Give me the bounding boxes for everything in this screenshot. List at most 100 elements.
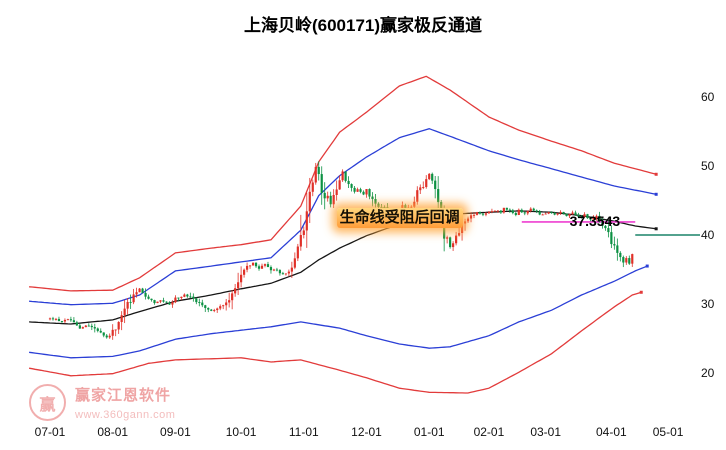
candle-body bbox=[153, 300, 156, 304]
candle-body bbox=[317, 166, 320, 175]
candle-body bbox=[186, 294, 189, 297]
candle-body bbox=[583, 214, 586, 217]
candle-body bbox=[51, 318, 55, 320]
candle-body bbox=[96, 328, 99, 331]
candle-body bbox=[240, 274, 243, 283]
candle-body bbox=[428, 173, 431, 180]
channel-endpoint-lower-inner-blue bbox=[645, 264, 649, 268]
candle-body bbox=[84, 325, 87, 328]
candle-body bbox=[81, 327, 84, 329]
candle-body bbox=[248, 265, 252, 267]
candle-body bbox=[631, 254, 634, 264]
candle-body bbox=[323, 192, 326, 199]
candle-body bbox=[493, 210, 497, 212]
candle-body bbox=[60, 321, 64, 322]
candle-body bbox=[138, 288, 141, 293]
candle-body bbox=[586, 214, 589, 219]
candle-body bbox=[48, 318, 52, 320]
candle-body bbox=[517, 209, 520, 215]
candle-body bbox=[123, 308, 126, 316]
candle-body bbox=[159, 300, 162, 302]
candle-body bbox=[419, 187, 422, 191]
candle-body bbox=[293, 258, 296, 268]
candle-body bbox=[475, 212, 479, 215]
candle-body bbox=[422, 187, 425, 188]
brand-logo-char: 赢 bbox=[39, 396, 56, 414]
candle-body bbox=[266, 264, 270, 268]
candle-body bbox=[201, 302, 204, 306]
candle-body bbox=[437, 189, 440, 203]
brand-url: www.360gann.com bbox=[75, 409, 176, 421]
brand-name: 赢家江恩软件 bbox=[75, 387, 172, 404]
candle-body bbox=[383, 206, 386, 208]
candle-body bbox=[189, 296, 192, 298]
candle-body bbox=[460, 223, 464, 233]
brand-logo-icon: 赢 bbox=[29, 384, 66, 421]
candle-body bbox=[553, 213, 556, 215]
candle-body bbox=[135, 292, 138, 295]
candle-body bbox=[368, 189, 371, 197]
candle-body bbox=[410, 206, 413, 208]
candle-body bbox=[628, 258, 631, 264]
candle-body bbox=[165, 301, 168, 303]
candle-body bbox=[496, 210, 499, 212]
candle-body bbox=[505, 207, 508, 210]
candle-body bbox=[281, 273, 285, 275]
candle-body bbox=[296, 246, 299, 259]
candle-body bbox=[63, 319, 67, 322]
candle-body bbox=[150, 298, 153, 301]
candle-body bbox=[550, 212, 553, 214]
candle-body bbox=[320, 174, 323, 193]
candle-body bbox=[90, 325, 93, 328]
candle-body bbox=[308, 191, 311, 212]
candle-body bbox=[577, 214, 580, 217]
chart-title: 上海贝岭(600171)赢家极反通道 bbox=[243, 16, 483, 35]
candle-body bbox=[225, 302, 228, 306]
candle-body bbox=[228, 300, 231, 303]
candle-body bbox=[99, 330, 102, 333]
candle-body bbox=[568, 214, 571, 217]
candle-body bbox=[204, 305, 207, 308]
candle-body bbox=[141, 288, 144, 293]
candle-body bbox=[446, 237, 449, 239]
candle-body bbox=[613, 244, 616, 246]
candle-body bbox=[562, 211, 565, 214]
brand-text-block: 赢家江恩软件 www.360gann.com bbox=[75, 384, 175, 421]
candle-body bbox=[443, 219, 446, 239]
candle-body bbox=[511, 210, 514, 213]
candle-body bbox=[180, 296, 183, 298]
candle-body bbox=[607, 228, 610, 233]
candle-body bbox=[69, 319, 73, 321]
candle-body bbox=[502, 207, 505, 213]
candle-body bbox=[374, 199, 377, 204]
candle-body bbox=[231, 293, 234, 301]
candle-body bbox=[147, 296, 150, 299]
candle-body bbox=[174, 297, 177, 303]
candle-body bbox=[619, 252, 622, 258]
price-label: 37.3543 bbox=[569, 212, 621, 229]
candle-body bbox=[574, 212, 577, 215]
candle-body bbox=[547, 212, 550, 214]
candle-body bbox=[481, 213, 485, 215]
candle-body bbox=[269, 267, 273, 271]
candle-body bbox=[87, 325, 90, 327]
channel-line-lower-outer-red bbox=[28, 291, 642, 394]
candle-body bbox=[350, 184, 353, 188]
candle-body bbox=[237, 282, 240, 289]
candle-body bbox=[198, 302, 201, 304]
candle-body bbox=[120, 315, 123, 323]
candle-body bbox=[520, 209, 523, 213]
candle-body bbox=[538, 211, 541, 215]
candle-body bbox=[278, 270, 282, 274]
candle-body bbox=[93, 327, 96, 329]
candle-body bbox=[449, 237, 452, 248]
candle-body bbox=[177, 297, 180, 299]
candle-body bbox=[484, 213, 488, 215]
candle-body bbox=[284, 273, 287, 275]
candle-body bbox=[222, 305, 225, 307]
candle-body bbox=[565, 213, 568, 217]
channel-endpoint-lower-outer-red bbox=[639, 290, 643, 294]
candle-body bbox=[78, 325, 81, 329]
candle-body bbox=[254, 262, 258, 267]
